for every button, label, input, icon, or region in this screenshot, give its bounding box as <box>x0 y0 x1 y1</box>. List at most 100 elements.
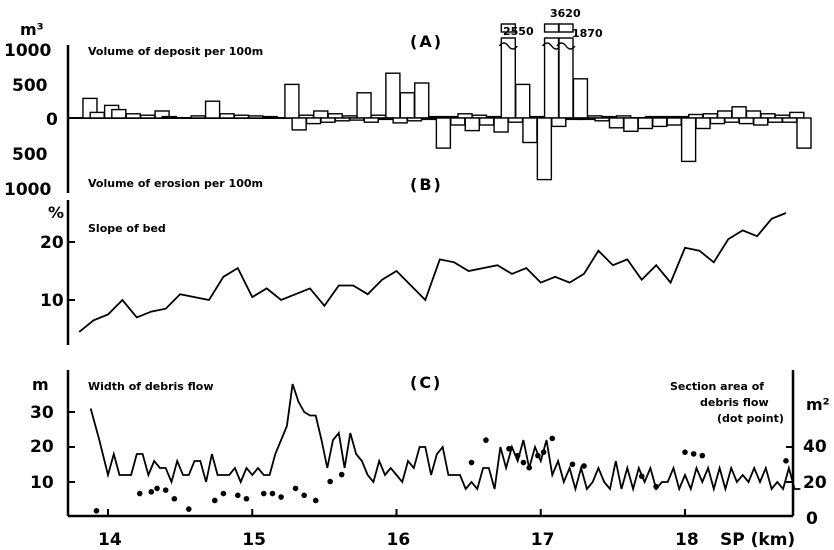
deposit-bar <box>89 111 105 119</box>
erosion-bar <box>507 117 524 123</box>
erosion-bar <box>421 117 437 121</box>
section-area-point <box>690 451 697 457</box>
deposit-bars <box>82 23 805 119</box>
deposit-overflow-box <box>543 23 560 33</box>
erosion-bar <box>363 117 379 123</box>
width-tick-20: 20 <box>30 437 54 457</box>
deposit-bar <box>204 100 221 119</box>
section-area-point <box>235 492 241 499</box>
x-axis-label: SP (km) <box>720 530 795 550</box>
panel-a-letter: (A) <box>410 32 443 51</box>
section-area-title-2: debris flow <box>700 396 769 409</box>
slope-ylabel: % <box>48 203 64 222</box>
erosion-bar <box>377 117 394 121</box>
deposit-bar <box>313 110 329 119</box>
x-axis-ticks: 14 15 16 17 18 <box>98 509 699 550</box>
section-area-point <box>514 452 521 459</box>
deposit-break-mark <box>498 42 518 50</box>
section-area-point <box>154 485 160 492</box>
section-area-point <box>549 435 556 442</box>
deposit-bar <box>414 82 430 119</box>
erosion-bar <box>320 117 336 123</box>
erosion-bar <box>435 117 452 149</box>
section-area-point <box>783 458 789 464</box>
width-tick-10: 10 <box>30 473 54 493</box>
erosion-bar <box>551 117 567 128</box>
section-area-point <box>338 471 345 478</box>
section-area-point <box>171 495 178 502</box>
section-area-point <box>93 508 100 514</box>
section-area-point <box>269 490 276 497</box>
panel-b-title: Volume of erosion per 100m <box>88 177 263 190</box>
annot-1870: 1870 <box>572 27 603 40</box>
x-tick-label: 16 <box>387 530 411 550</box>
x-tick-label: 14 <box>98 530 122 550</box>
erosion-bar <box>623 117 639 133</box>
deposit-bar <box>789 111 805 119</box>
area-tick-40: 40 <box>803 437 827 457</box>
section-area-title-1: Section area of <box>670 380 764 393</box>
erosion-bars <box>291 117 812 181</box>
erosion-bar <box>680 117 697 163</box>
erosion-bar <box>695 117 711 130</box>
section-area-point <box>278 494 284 500</box>
section-area-point <box>185 506 192 512</box>
erosion-bar <box>493 117 509 133</box>
annot-3620: 3620 <box>550 7 581 20</box>
section-area-point <box>243 495 250 502</box>
panel-a-title: Volume of deposit per 100m <box>88 45 263 58</box>
deposit-bar <box>139 114 156 119</box>
erosion-bar <box>637 117 654 130</box>
deposit-tick-1000: 1000 <box>4 41 51 61</box>
section-area-point <box>526 464 533 471</box>
erosion-bar <box>291 117 307 131</box>
section-area-point <box>699 452 706 459</box>
deposit-bar <box>356 92 372 119</box>
panel-a-ylabel: m³ <box>20 20 44 39</box>
deposit-bar <box>125 113 141 119</box>
slope-title: Slope of bed <box>88 222 166 235</box>
deposit-tick-0: 0 <box>46 110 58 130</box>
section-area-point <box>653 483 659 490</box>
section-area-point <box>540 449 547 455</box>
erosion-bar <box>781 117 798 123</box>
section-area-point <box>136 490 143 497</box>
erosion-tick-500: 500 <box>12 145 48 165</box>
section-area-point <box>327 478 333 485</box>
deposit-bar <box>385 72 401 119</box>
erosion-bar <box>450 117 466 126</box>
erosion-bar <box>392 117 408 124</box>
section-area-point <box>569 461 576 468</box>
deposit-bar <box>233 114 250 119</box>
width-tick-30: 30 <box>30 403 54 423</box>
deposit-bar <box>745 110 762 119</box>
area-tick-20: 20 <box>803 473 827 493</box>
section-area-point <box>220 490 227 497</box>
width-series-line <box>89 383 801 493</box>
deposit-bar <box>500 37 516 119</box>
erosion-bar <box>464 117 480 132</box>
section-area-point <box>506 445 512 452</box>
annot-2550: 2550 <box>503 25 534 38</box>
erosion-bar <box>738 117 755 125</box>
deposit-bar <box>262 115 278 119</box>
section-area-point <box>211 497 218 504</box>
deposit-bar <box>515 83 531 119</box>
erosion-bar <box>709 117 726 125</box>
x-tick-label: 17 <box>531 530 555 550</box>
erosion-bar <box>478 117 495 126</box>
panel-b-letter: (B) <box>410 175 443 194</box>
deposit-bar <box>399 92 416 119</box>
deposit-break-mark <box>556 42 576 50</box>
deposit-bar <box>248 115 264 119</box>
deposit-tick-500: 500 <box>12 76 48 96</box>
erosion-bar <box>565 117 581 121</box>
slope-series-line <box>78 212 787 333</box>
width-title: Width of debris flow <box>88 380 214 393</box>
section-area-point <box>148 489 155 495</box>
section-area-point <box>162 487 169 493</box>
section-area-title-3: (dot point) <box>717 412 784 425</box>
deposit-bar <box>731 106 747 119</box>
section-area-point <box>301 492 307 499</box>
